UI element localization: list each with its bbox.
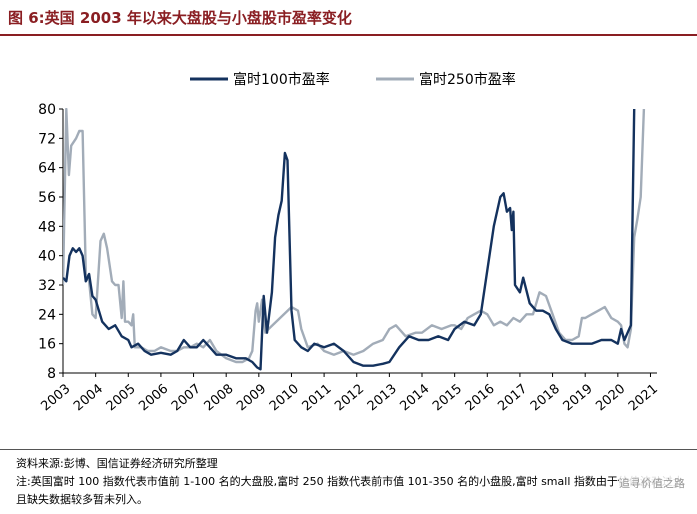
y-tick-label: 80	[38, 102, 56, 118]
y-tick-label: 56	[38, 190, 56, 206]
x-tick-label: 2015	[430, 382, 465, 415]
y-tick-label: 72	[38, 131, 56, 147]
x-tick-label: 2010	[267, 382, 302, 415]
y-tick-label: 32	[38, 278, 56, 294]
watermark: 追寻价值之路	[619, 475, 685, 491]
legend-label-large-cap: 富时100市盈率	[233, 71, 330, 88]
y-tick-label: 16	[38, 337, 56, 353]
x-tick-label: 2014	[397, 382, 432, 415]
x-tick-label: 2008	[202, 382, 237, 415]
legend-label-small-cap: 富时250市盈率	[419, 71, 516, 88]
x-tick-label: 2009	[234, 382, 269, 415]
title-bar: 图 6:英国 2003 年以来大盘股与小盘股市盈率变化	[0, 0, 697, 36]
x-tick-label: 2020	[593, 382, 628, 415]
y-tick-label: 48	[38, 219, 56, 235]
y-tick-label: 40	[38, 249, 56, 265]
x-tick-label: 2019	[561, 382, 596, 415]
x-tick-label: 2005	[104, 382, 139, 415]
x-tick-label: 2006	[136, 382, 171, 415]
y-tick-label: 24	[38, 307, 56, 323]
y-tick-label: 64	[38, 161, 56, 177]
footer-divider	[0, 449, 697, 450]
x-tick-label: 2018	[528, 382, 563, 415]
x-tick-label: 2013	[365, 382, 400, 415]
x-tick-label: 2021	[626, 382, 661, 415]
footnote: 注:英国富时 100 指数代表市值前 1-100 名的大盘股,富时 250 指数…	[16, 475, 684, 506]
x-tick-label: 2012	[332, 382, 367, 415]
figure-title: 图 6:英国 2003 年以来大盘股与小盘股市盈率变化	[8, 9, 352, 27]
x-tick-label: 2007	[169, 382, 204, 415]
y-tick-label: 8	[47, 366, 56, 382]
series-line-small-cap	[63, 108, 646, 364]
x-tick-label: 2003	[38, 382, 73, 415]
x-tick-label: 2004	[71, 382, 106, 415]
x-tick-label: 2011	[300, 382, 335, 415]
pe-ratio-line-chart: 8162432404856647280200320042005200620072…	[38, 71, 661, 415]
x-tick-label: 2017	[495, 382, 530, 415]
series-line-large-cap	[63, 108, 636, 371]
x-tick-label: 2016	[463, 382, 498, 415]
source-note: 资料来源:彭博、国信证券经济研究所整理	[16, 457, 218, 470]
